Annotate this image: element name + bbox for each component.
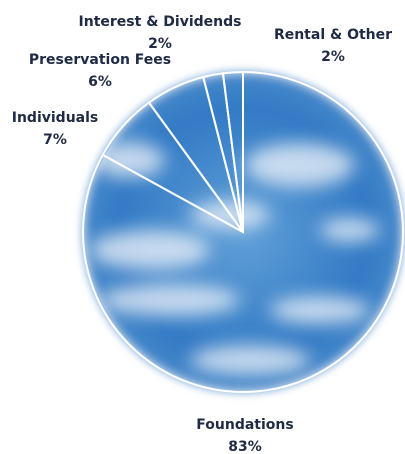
slice-value-label: 83%: [228, 439, 262, 454]
slice-label: Interest & Dividends: [79, 14, 242, 30]
slice-label: Foundations: [196, 417, 293, 433]
slices: [83, 72, 403, 392]
slice-label: Rental & Other: [274, 27, 392, 43]
chart: Rental & Other2%Interest & Dividends2%Pr…: [0, 0, 405, 454]
slice-value-label: 2%: [321, 49, 345, 65]
slice-value-label: 7%: [43, 132, 67, 148]
slice-label: Individuals: [12, 110, 99, 126]
slice-value-label: 2%: [148, 36, 172, 52]
slice-value-label: 6%: [88, 74, 112, 90]
slice-label: Preservation Fees: [29, 52, 171, 68]
